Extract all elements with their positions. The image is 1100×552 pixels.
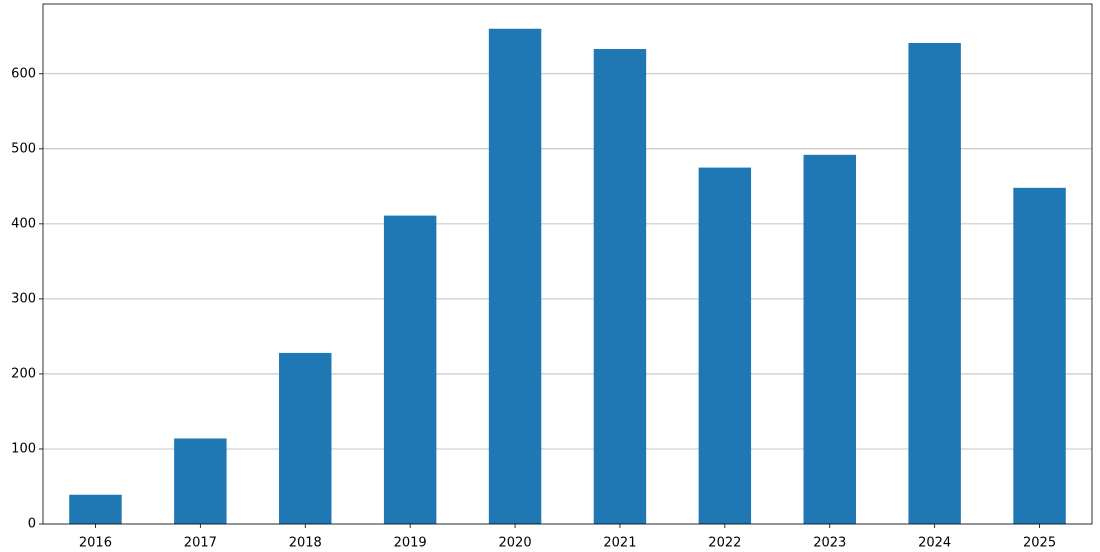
bar (698, 167, 752, 524)
y-tick-label: 200 (11, 366, 36, 381)
x-tick-label: 2017 (184, 536, 217, 551)
y-tick-label: 600 (11, 66, 36, 81)
x-tick-label: 2022 (708, 536, 741, 551)
bar (593, 49, 647, 525)
x-tick-label: 2016 (79, 536, 112, 551)
y-tick-label: 400 (11, 216, 36, 231)
y-tick-label: 0 (28, 517, 36, 532)
y-tick-label: 100 (11, 441, 36, 456)
bar (279, 352, 332, 524)
bar (174, 438, 227, 524)
x-tick-label: 2021 (603, 536, 636, 551)
y-tick-label: 300 (11, 291, 36, 306)
bar (908, 43, 961, 524)
bar (488, 28, 542, 525)
bar (1013, 187, 1066, 524)
x-tick-label: 2023 (813, 536, 846, 551)
bar (69, 494, 122, 524)
y-tick-label: 500 (11, 141, 36, 156)
x-tick-label: 2020 (499, 536, 532, 551)
x-tick-label: 2018 (289, 536, 322, 551)
bar (383, 215, 437, 524)
x-tick-label: 2024 (918, 536, 951, 551)
x-tick-label: 2025 (1023, 536, 1056, 551)
plot-frame (42, 3, 1093, 525)
x-tick-label: 2019 (394, 536, 427, 551)
bar (803, 154, 856, 524)
